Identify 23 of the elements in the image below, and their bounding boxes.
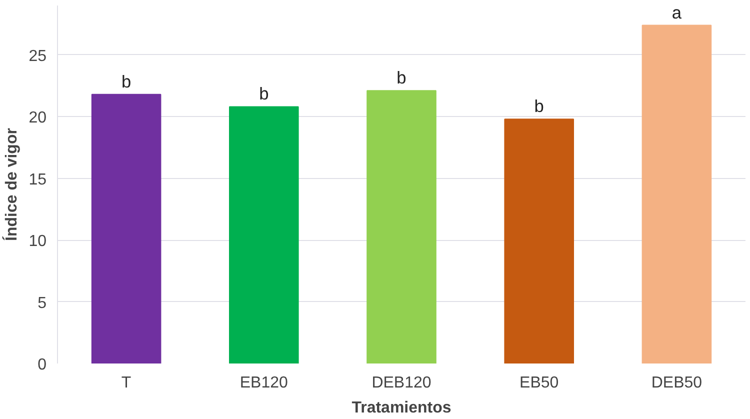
y-tick-label: 10 — [28, 233, 47, 250]
data-label: a — [672, 2, 682, 22]
y-axis-title: Índice de vigor — [2, 128, 21, 241]
bar — [366, 90, 436, 364]
x-tick-label: EB120 — [240, 374, 288, 392]
y-tick-label: 5 — [38, 294, 47, 312]
bar — [504, 118, 574, 364]
x-tick-label: T — [121, 374, 132, 392]
x-tick-label: DEB50 — [651, 374, 702, 392]
data-label: b — [396, 68, 406, 88]
data-label: b — [259, 84, 269, 104]
y-tick-label: 15 — [28, 171, 47, 188]
data-label: b — [534, 96, 544, 116]
bar — [91, 94, 162, 364]
bar — [642, 24, 712, 364]
bar — [229, 106, 299, 364]
y-tick-label: 25 — [28, 48, 47, 65]
x-axis-title: Tratamientos — [352, 400, 452, 416]
x-tick-label: DEB120 — [372, 374, 432, 392]
data-label: b — [121, 71, 132, 92]
y-tick-label: 20 — [28, 110, 47, 127]
y-tick-label: 0 — [38, 356, 47, 374]
x-tick-label: EB50 — [520, 374, 559, 392]
